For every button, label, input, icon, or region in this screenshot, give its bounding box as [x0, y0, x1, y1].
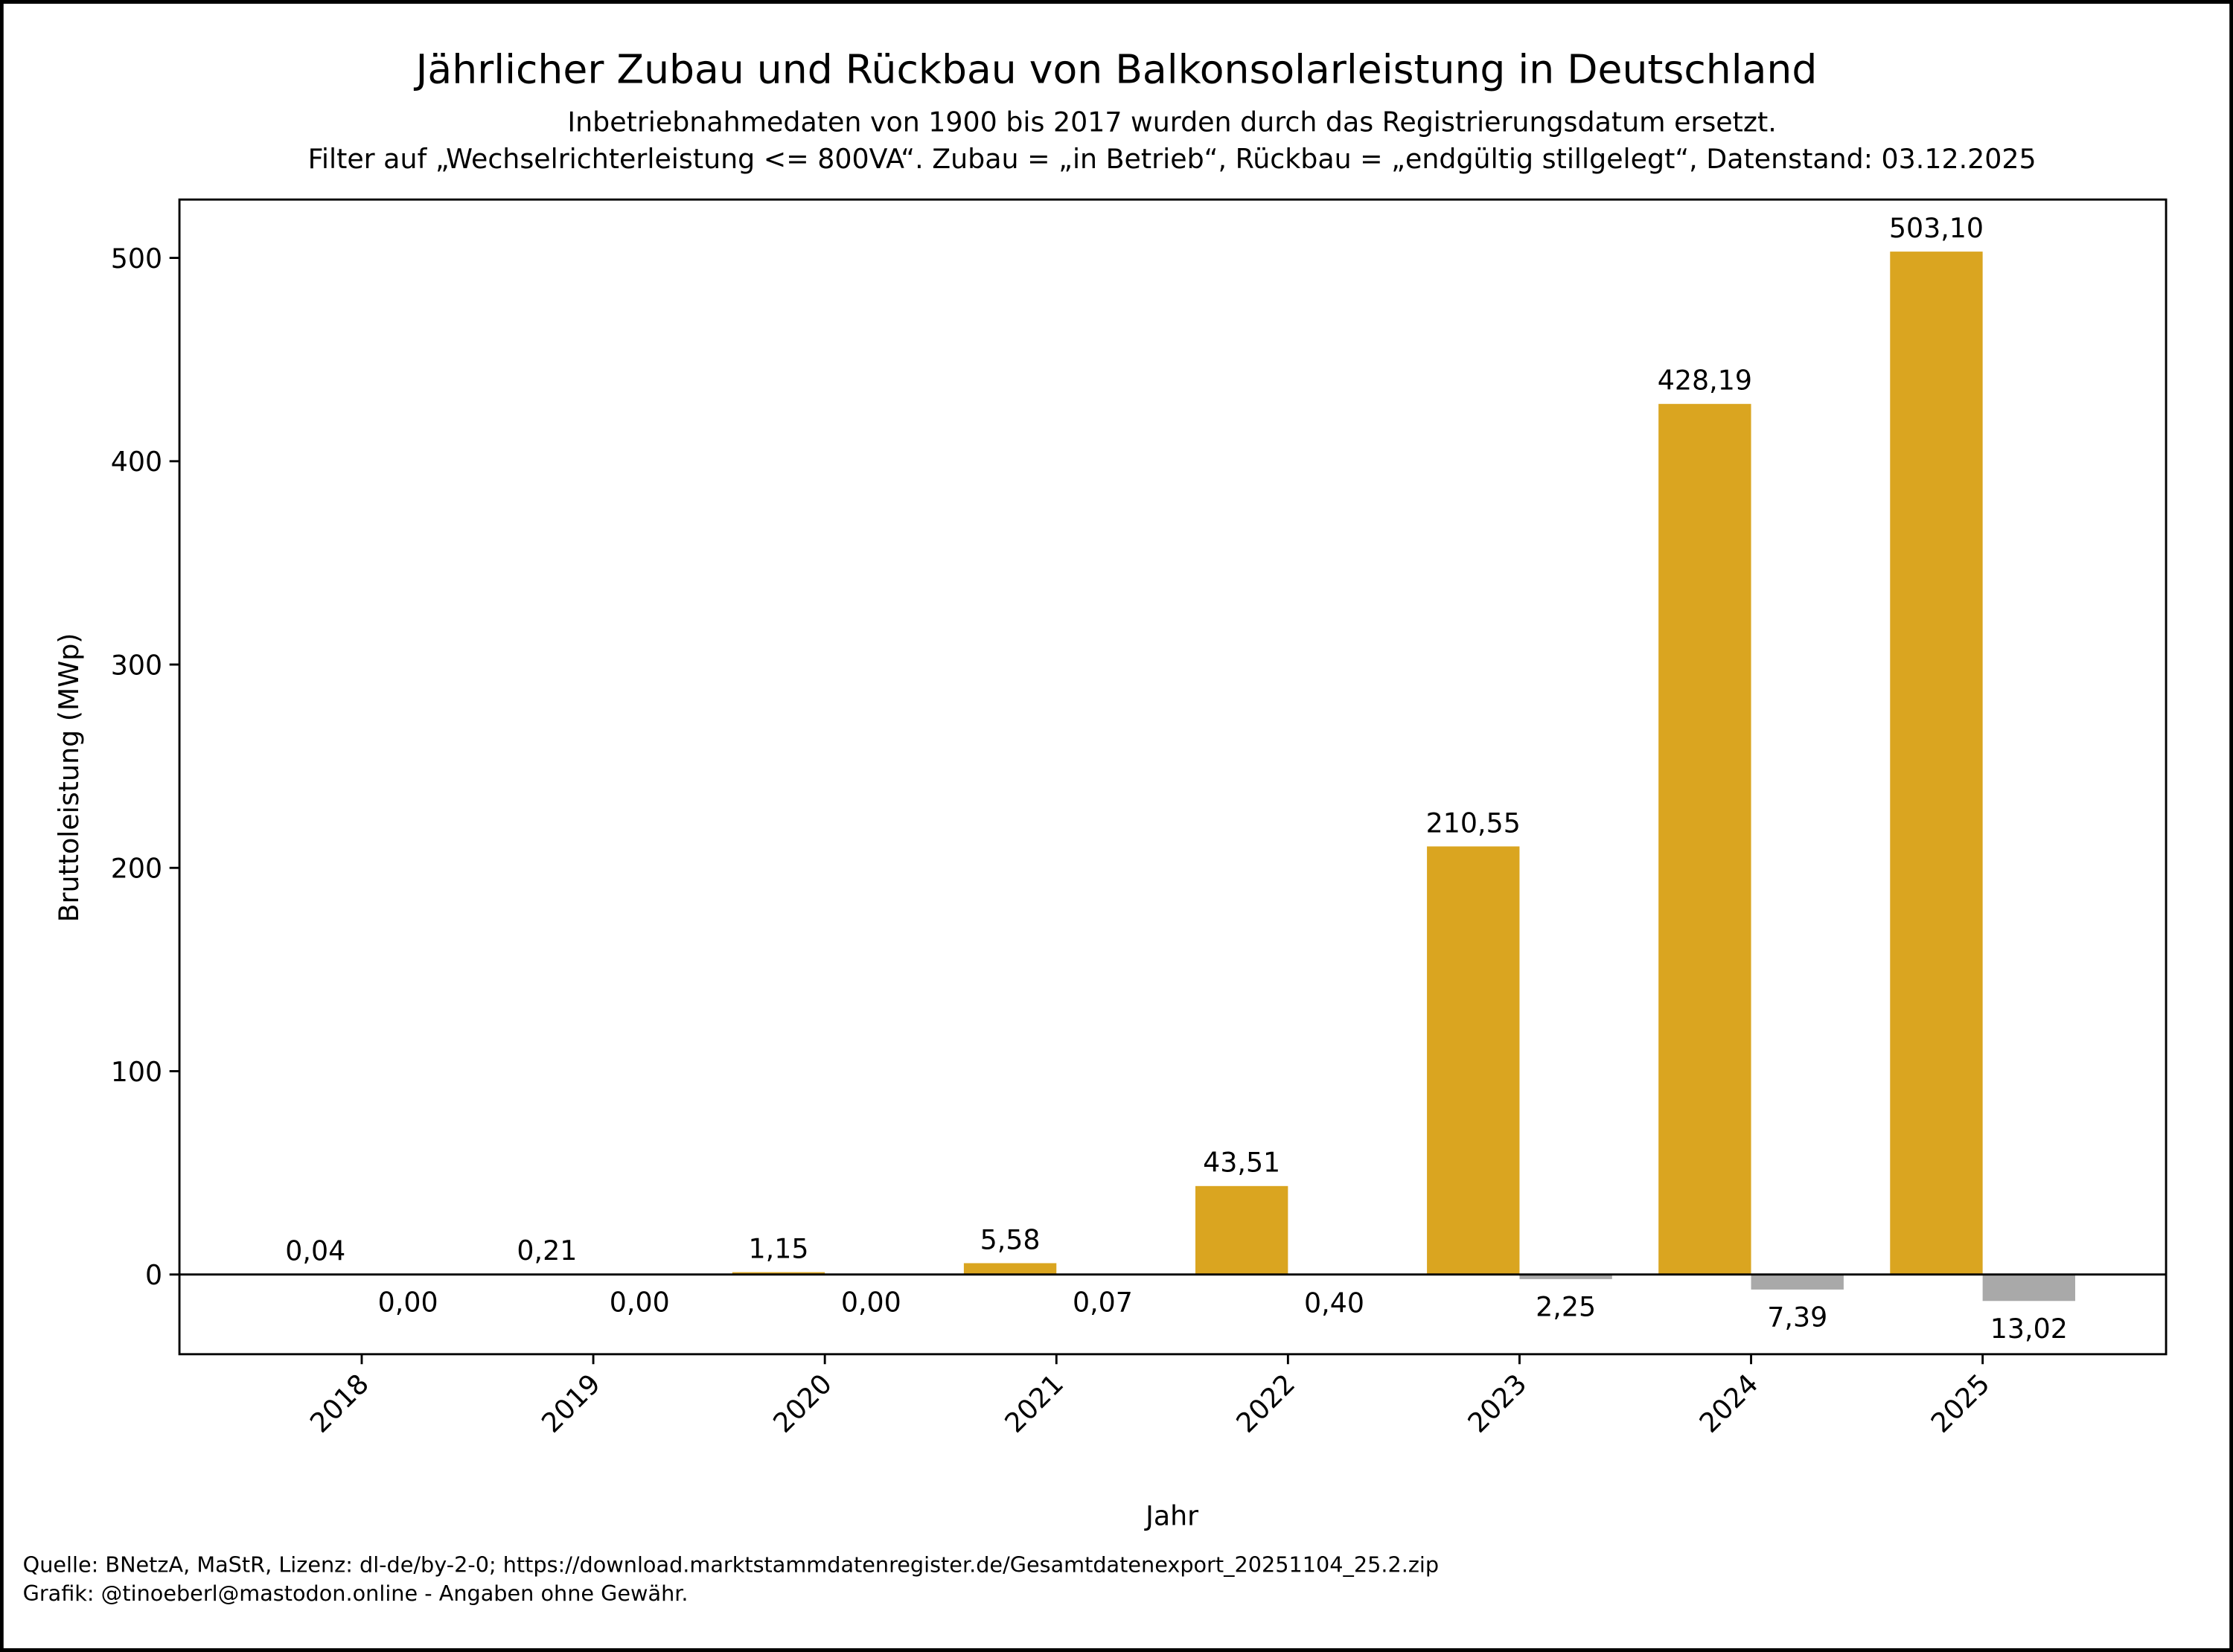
data-label-zubau: 428,19 — [1658, 365, 1752, 397]
data-label-rueckbau: 0,40 — [1304, 1287, 1364, 1319]
data-label-zubau: 0,04 — [285, 1235, 345, 1267]
chart-title: Jährlicher Zubau und Rückbau von Balkons… — [414, 45, 1818, 92]
data-label-zubau: 503,10 — [1889, 212, 1984, 244]
bar-rueckbau — [1519, 1274, 1612, 1279]
bar-zubau — [1658, 403, 1751, 1275]
x-axis-label: Jahr — [1144, 1499, 1198, 1531]
data-label-zubau: 0,21 — [517, 1235, 577, 1267]
data-label-rueckbau: 2,25 — [1536, 1291, 1596, 1323]
y-tick-label: 400 — [111, 446, 162, 478]
y-tick-label: 0 — [145, 1259, 162, 1291]
bar-rueckbau — [1982, 1274, 2076, 1302]
y-axis-label: Bruttoleistung (MWp) — [53, 633, 85, 923]
data-label-rueckbau: 7,39 — [1767, 1302, 1827, 1334]
chart-subtitle-1: Inbetriebnahmedaten von 1900 bis 2017 wu… — [567, 106, 1776, 138]
y-tick-label: 500 — [111, 243, 162, 275]
bar-zubau — [1195, 1185, 1288, 1275]
data-label-zubau: 210,55 — [1426, 807, 1521, 839]
chart-subtitle-2: Filter auf „Wechselrichterleistung <= 80… — [308, 143, 2036, 175]
data-label-zubau: 43,51 — [1203, 1147, 1280, 1179]
data-label-rueckbau: 0,00 — [841, 1286, 901, 1318]
footer-source: Quelle: BNetzA, MaStR, Lizenz: dl-de/by-… — [23, 1552, 1439, 1578]
y-tick-label: 200 — [111, 853, 162, 885]
footer-credit: Grafik: @tinoeberl@mastodon.online - Ang… — [23, 1581, 689, 1606]
bar-rueckbau — [1751, 1274, 1844, 1290]
bar-zubau — [963, 1263, 1057, 1275]
data-label-rueckbau: 0,00 — [610, 1286, 670, 1318]
data-label-zubau: 1,15 — [749, 1232, 809, 1264]
y-tick-label: 100 — [111, 1056, 162, 1088]
data-label-rueckbau: 0,00 — [378, 1286, 438, 1318]
data-label-rueckbau: 13,02 — [1990, 1313, 2068, 1345]
y-tick-label: 300 — [111, 649, 162, 681]
bar-zubau — [1890, 252, 1983, 1275]
bar-zubau — [732, 1272, 825, 1275]
data-label-rueckbau: 0,07 — [1073, 1287, 1133, 1319]
plot-area-frame — [178, 198, 2167, 1356]
bar-zubau — [1427, 846, 1520, 1275]
data-label-zubau: 5,58 — [980, 1223, 1041, 1255]
